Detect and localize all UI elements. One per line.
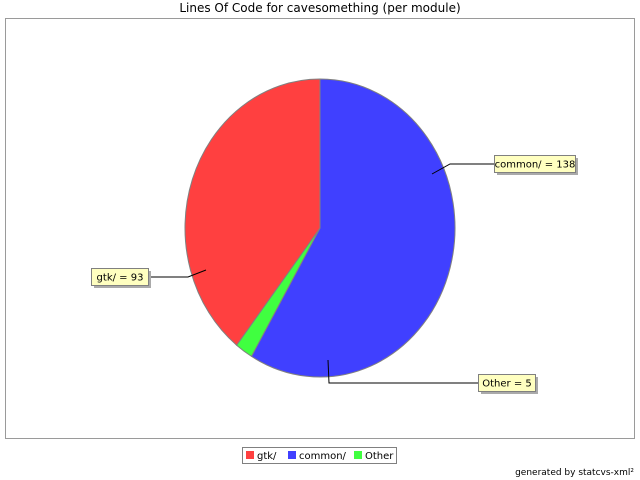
- leader-line-common: [431, 163, 494, 175]
- label-common: common/ = 138: [495, 160, 576, 171]
- legend: gtk/ common/ Other: [242, 447, 397, 464]
- chart-title: Lines Of Code for cavesomething (per mod…: [179, 1, 460, 15]
- slice-labels: common/ = 138 gtk/ = 93 Other = 5: [91, 155, 578, 394]
- legend-entry-other[interactable]: Other: [365, 451, 394, 462]
- legend-entry-common[interactable]: common/: [299, 451, 347, 462]
- pie-slice-gtk[interactable]: [184, 78, 321, 346]
- label-box-common[interactable]: [494, 155, 576, 173]
- label-gtk: gtk/ = 93: [97, 273, 144, 284]
- legend-swatch-common: [288, 451, 296, 459]
- generated-by-footer: generated by statcvs-xml²: [515, 468, 634, 478]
- pie-slices: [184, 78, 456, 378]
- legend-swatch-other: [354, 451, 362, 459]
- legend-entry-gtk[interactable]: gtk/: [257, 451, 277, 462]
- label-box-other[interactable]: [478, 374, 536, 392]
- leader-line-other: [327, 359, 478, 384]
- pie-slice-common[interactable]: [250, 78, 456, 378]
- leader-line-gtk: [148, 269, 207, 278]
- label-box-gtk[interactable]: [91, 268, 149, 286]
- legend-swatch-gtk: [246, 451, 254, 459]
- label-other: Other = 5: [482, 379, 532, 390]
